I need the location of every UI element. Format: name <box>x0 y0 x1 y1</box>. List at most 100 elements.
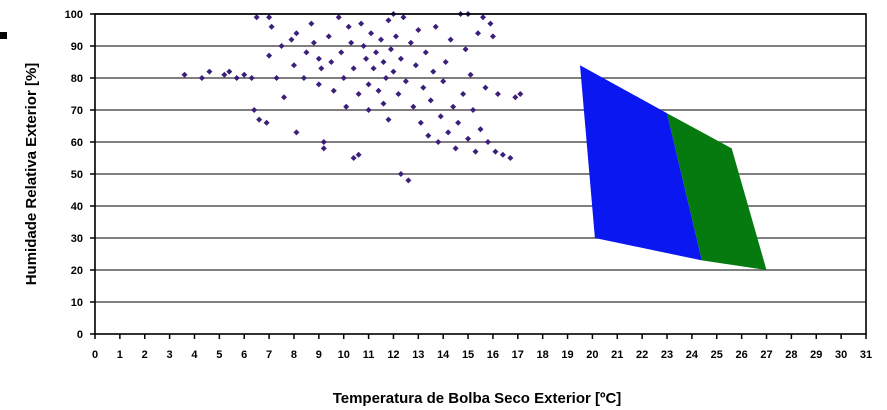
scatter-point <box>415 27 422 33</box>
scatter-point <box>251 107 258 113</box>
x-tick-label-0: 0 <box>92 349 98 361</box>
corner-marker <box>0 32 7 39</box>
x-tick-label-21: 21 <box>611 349 623 361</box>
scatter-point <box>492 148 499 155</box>
scatter-point <box>350 65 357 72</box>
scatter-point <box>378 36 385 43</box>
scatter-point <box>390 68 397 75</box>
y-tick-label-70: 70 <box>71 105 83 117</box>
y-tick-label-90: 90 <box>71 41 83 53</box>
scatter-point <box>373 49 380 56</box>
x-tick-label-3: 3 <box>167 349 173 361</box>
x-tick-label-4: 4 <box>191 349 198 361</box>
x-tick-label-8: 8 <box>291 349 297 361</box>
region-polygon-2 <box>667 113 767 270</box>
scatter-point <box>293 30 300 37</box>
regions <box>580 65 767 270</box>
y-axis-title: Humidade Relativa Exterior [%] <box>23 63 40 286</box>
scatter-point <box>385 116 392 123</box>
y-tick-label-50: 50 <box>71 169 83 181</box>
scatter-point <box>447 36 454 43</box>
scatter-point <box>355 91 362 97</box>
x-tick-label-20: 20 <box>586 349 598 361</box>
scatter-point <box>427 97 434 104</box>
scatter-point <box>517 91 524 97</box>
scatter-point <box>241 71 248 78</box>
y-tick-label-40: 40 <box>71 201 83 213</box>
x-tick-label-25: 25 <box>711 349 723 361</box>
scatter-point <box>358 20 365 27</box>
scatter-point <box>290 62 297 69</box>
x-tick-label-26: 26 <box>736 349 748 361</box>
x-tick-label-19: 19 <box>561 349 573 361</box>
scatter-point <box>482 84 489 91</box>
scatter-point <box>435 139 442 145</box>
scatter-point <box>206 68 213 75</box>
scatter-point <box>397 171 404 177</box>
scatter-point <box>437 113 444 120</box>
scatter-point <box>375 87 382 94</box>
scatter-point <box>221 71 228 78</box>
scatter-point <box>507 155 514 161</box>
x-tick-label-29: 29 <box>810 349 822 361</box>
scatter-point <box>425 132 432 139</box>
x-tick-label-1: 1 <box>117 349 123 361</box>
scatter-point <box>445 129 452 136</box>
scatter-point <box>263 119 270 126</box>
y-tick-labels: 0 10 20 30 40 50 60 70 80 90 100 <box>65 9 83 341</box>
scatter-point <box>442 59 449 65</box>
scatter-point <box>335 14 342 21</box>
scatter-point <box>318 65 325 72</box>
scatter-point <box>450 103 457 110</box>
scatter-point <box>248 75 255 81</box>
axes <box>90 13 867 339</box>
scatter-point <box>487 20 494 27</box>
x-tick-label-22: 22 <box>636 349 648 361</box>
scatter-point <box>303 49 310 56</box>
scatter-point <box>402 78 409 85</box>
region-polygon-1 <box>580 65 702 261</box>
scatter-point <box>315 55 322 62</box>
x-tick-label-18: 18 <box>537 349 549 361</box>
scatter-point <box>417 119 424 126</box>
scatter-point <box>489 33 496 40</box>
scatter-point <box>467 71 474 78</box>
scatter-point <box>273 75 280 81</box>
scatter-point <box>477 126 484 133</box>
x-tick-label-2: 2 <box>142 349 148 361</box>
y-tick-label-100: 100 <box>65 9 83 21</box>
scatter-point <box>320 139 327 145</box>
y-tick-label-30: 30 <box>71 233 83 245</box>
x-tick-label-23: 23 <box>661 349 673 361</box>
x-tick-label-31: 31 <box>860 349 872 361</box>
y-tick-label-0: 0 <box>77 329 83 341</box>
scatter-points <box>181 11 524 184</box>
scatter-point <box>281 94 288 101</box>
scatter-point <box>253 14 260 21</box>
x-tick-label-16: 16 <box>487 349 499 361</box>
scatter-point <box>407 39 414 46</box>
scatter-point <box>479 14 486 21</box>
scatter-point <box>420 84 427 91</box>
scatter-point <box>368 30 375 37</box>
x-tick-label-13: 13 <box>412 349 424 361</box>
scatter-point <box>308 20 315 27</box>
scatter-point <box>410 103 417 110</box>
scatter-point <box>181 71 188 78</box>
x-tick-label-28: 28 <box>785 349 797 361</box>
scatter-point <box>226 68 233 75</box>
scatter-point <box>328 59 335 65</box>
scatter-point <box>432 23 439 30</box>
scatter-point <box>392 33 399 40</box>
y-tick-label-80: 80 <box>71 73 83 85</box>
scatter-point <box>338 49 345 56</box>
scatter-point <box>266 52 273 59</box>
x-tick-label-15: 15 <box>462 349 474 361</box>
x-tick-label-10: 10 <box>338 349 350 361</box>
scatter-point <box>355 151 362 158</box>
x-axis-title: Temperatura de Bolba Seco Exterior [ºC] <box>333 390 622 407</box>
x-tick-label-24: 24 <box>686 349 699 361</box>
scatter-point <box>293 129 300 136</box>
scatter-point <box>198 75 205 81</box>
